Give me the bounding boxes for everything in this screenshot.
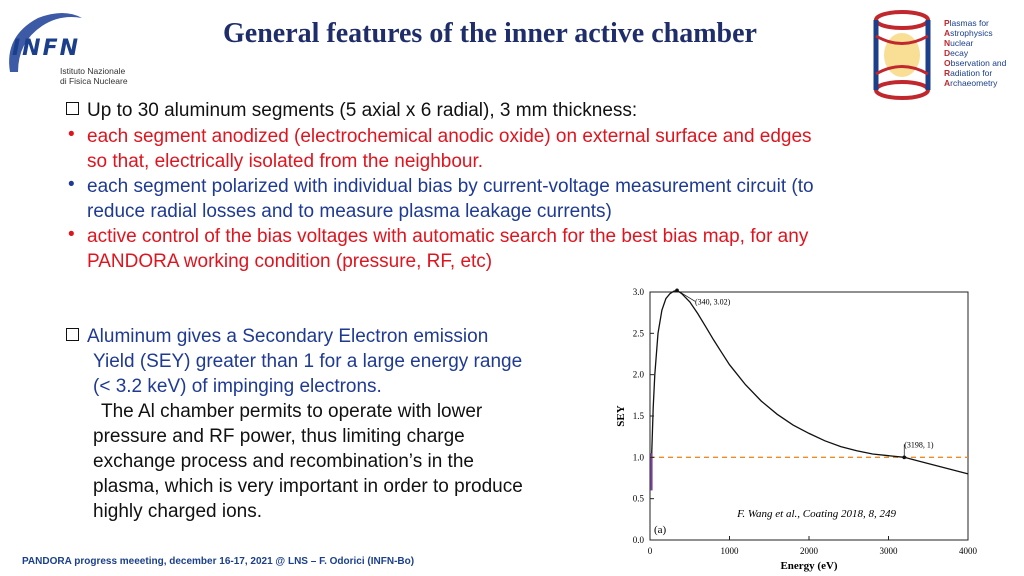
x-tick-label: 3000 bbox=[880, 546, 899, 556]
bullet-item-1: each segment anodized (electrochemical a… bbox=[87, 124, 912, 174]
bullet-line: active control of the bias voltages with… bbox=[87, 226, 809, 247]
y-tick-label: 3.0 bbox=[633, 287, 645, 297]
slide-title: General features of the inner active cha… bbox=[223, 18, 757, 49]
infn-wordmark: INFN bbox=[12, 36, 81, 61]
section2-line: exchange process and recombination’s in … bbox=[93, 451, 474, 472]
bullet-line: each segment anodized (electrochemical a… bbox=[87, 126, 812, 147]
y-tick-label: 2.5 bbox=[633, 328, 645, 338]
bullet-line: each segment polarized with individual b… bbox=[87, 176, 814, 197]
section2-line-text: Aluminum gives a Secondary Electron emis… bbox=[87, 326, 489, 347]
bullet-line: so that, electrically isolated from the … bbox=[87, 151, 484, 172]
infn-subtitle-line: Istituto Nazionale bbox=[60, 66, 126, 76]
pandora-acronym-cap: O bbox=[944, 58, 951, 68]
annotation-label: (340, 3.02) bbox=[695, 297, 731, 306]
citation-label: F. Wang et al., Coating 2018, 8, 249 bbox=[736, 508, 896, 520]
y-tick-label: 0.5 bbox=[633, 494, 645, 504]
pandora-acronym-rest: adiation for bbox=[950, 68, 993, 78]
x-tick-label: 2000 bbox=[800, 546, 819, 556]
pandora-acronym-cap: P bbox=[944, 18, 950, 28]
bullet-dot-icon: • bbox=[68, 124, 75, 145]
pandora-acronym-line: Astrophysics bbox=[944, 28, 1006, 38]
checkbox-bullet-icon bbox=[66, 328, 79, 341]
annotation-label: (3198, 1) bbox=[904, 440, 934, 449]
x-tick-label: 0 bbox=[648, 546, 653, 556]
pandora-acronym-rest: lasmas for bbox=[949, 18, 989, 28]
y-tick-label: 2.0 bbox=[633, 370, 645, 380]
pandora-acronym-rest: bservation and bbox=[950, 58, 1007, 68]
x-tick-label: 1000 bbox=[721, 546, 740, 556]
section1-heading-text: Up to 30 aluminum segments (5 axial x 6 … bbox=[87, 100, 638, 121]
pandora-acronym-rest: rchaeometry bbox=[950, 78, 998, 88]
pandora-acronym-cap: N bbox=[944, 38, 951, 48]
pandora-acronym-cap: D bbox=[944, 48, 951, 58]
pandora-acronym-cap: A bbox=[944, 28, 951, 38]
section2-line: highly charged ions. bbox=[93, 501, 262, 522]
bullet-item-2: each segment polarized with individual b… bbox=[87, 174, 912, 224]
pandora-logo bbox=[868, 6, 1018, 106]
x-axis-label: Energy (eV) bbox=[780, 560, 837, 572]
pandora-acronym-line: Decay bbox=[944, 48, 1006, 58]
bullet-dot-icon: • bbox=[68, 174, 75, 195]
section2-line: Yield (SEY) greater than 1 for a large e… bbox=[93, 351, 523, 372]
infn-swoosh-icon bbox=[9, 13, 83, 72]
y-tick-label: 0.0 bbox=[633, 535, 645, 545]
pandora-acronym-line: Nuclear bbox=[944, 38, 1006, 48]
bullet-line: reduce radial losses and to measure plas… bbox=[87, 201, 612, 222]
infn-logo: INFN Istituto Nazionale di Fisica Nuclea… bbox=[4, 6, 154, 86]
pandora-acronym-line: Observation and bbox=[944, 58, 1006, 68]
panel-label: (a) bbox=[654, 524, 667, 536]
y-axis-label: SEY bbox=[615, 405, 627, 426]
pandora-acronym-cap: A bbox=[944, 78, 951, 88]
pandora-emblem-icon bbox=[873, 10, 931, 100]
pandora-acronym-rest: uclear bbox=[950, 38, 974, 48]
bullet-dot-icon: • bbox=[68, 224, 75, 245]
pandora-acronym-line: Archaeometry bbox=[944, 78, 1006, 88]
section2-line: (< 3.2 keV) of impinging electrons. bbox=[93, 376, 382, 397]
pandora-acronym-cap: R bbox=[944, 68, 951, 78]
slide-footer: PANDORA progress meeeting, december 16-1… bbox=[22, 556, 415, 567]
pandora-acronym-line: Plasmas for bbox=[944, 18, 1006, 28]
x-tick-label: 4000 bbox=[959, 546, 978, 556]
bullet-line: PANDORA working condition (pressure, RF,… bbox=[87, 251, 493, 272]
infn-subtitle: Istituto Nazionale di Fisica Nucleare bbox=[60, 66, 128, 86]
bullet-item-3: active control of the bias voltages with… bbox=[87, 224, 912, 274]
pandora-acronym: Plasmas for Astrophysics Nuclear Decay Obser… bbox=[944, 18, 1006, 88]
section2-line: The Al chamber permits to operate with l… bbox=[101, 401, 483, 422]
infn-subtitle-line: di Fisica Nucleare bbox=[60, 76, 128, 86]
sey-chart: 0 1000 2000 3000 4000 0.0 0.5 1.0 1.5 2.0 2.5 3.0 (… bbox=[615, 287, 978, 572]
section1-heading: Up to 30 aluminum segments (5 axial x 6 … bbox=[66, 98, 637, 123]
y-tick-label: 1.0 bbox=[633, 452, 645, 462]
section2-line: Aluminum gives a Secondary Electron emis… bbox=[66, 324, 586, 349]
pandora-acronym-rest: ecay bbox=[950, 48, 969, 58]
section2-line: pressure and RF power, thus limiting cha… bbox=[93, 426, 465, 447]
plot-frame bbox=[649, 291, 969, 541]
sey-curve bbox=[650, 289, 969, 475]
section2-body: Aluminum gives a Secondary Electron emis… bbox=[66, 324, 586, 524]
pandora-acronym-rest: strophysics bbox=[950, 28, 993, 38]
section2-line: plasma, which is very important in order… bbox=[93, 476, 523, 497]
annotation-leader bbox=[676, 290, 696, 302]
checkbox-bullet-icon bbox=[66, 102, 79, 115]
y-tick-label: 1.5 bbox=[633, 411, 645, 421]
pandora-acronym-line: Radiation for bbox=[944, 68, 1006, 78]
